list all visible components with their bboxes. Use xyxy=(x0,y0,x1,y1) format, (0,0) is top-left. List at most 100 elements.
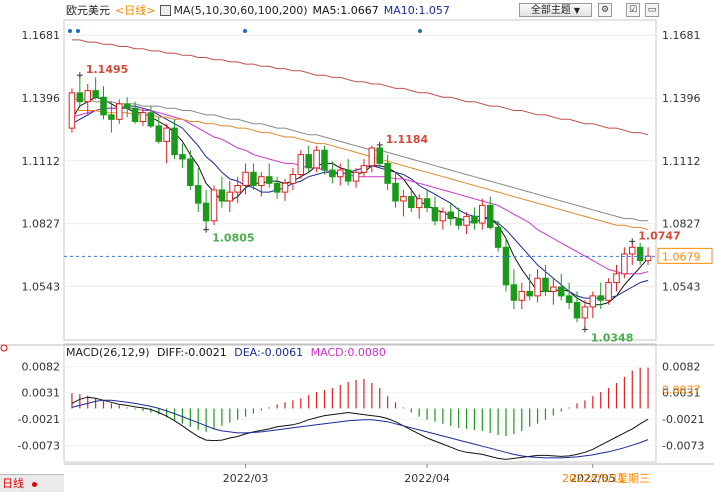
axes: 1.1681 1.1681 1.1396 1.1396 1.1112 1.1112 1.08… xyxy=(0,29,713,485)
time-label: 2022/05 xyxy=(570,472,616,485)
candle-body xyxy=(171,127,178,156)
candle xyxy=(613,264,620,292)
candle xyxy=(581,300,589,330)
candle xyxy=(242,163,249,195)
price-panel-frame xyxy=(63,19,657,341)
candle-body xyxy=(147,112,155,127)
candle-body xyxy=(557,286,565,297)
candle-body xyxy=(597,295,604,301)
candle-body xyxy=(455,218,462,226)
ma-indicator-icon[interactable] xyxy=(160,4,172,16)
candle-body xyxy=(305,154,312,169)
period-tab-label: 日线 xyxy=(2,477,24,490)
candle-body xyxy=(344,169,352,182)
candle xyxy=(360,159,368,177)
macd-tick-left: -0.0073 xyxy=(18,440,60,453)
candle-body xyxy=(400,196,407,202)
macd-tick-right: 0.0031 xyxy=(662,387,701,400)
candle xyxy=(573,291,581,323)
candle xyxy=(629,241,636,265)
settings-icon[interactable]: ⚙ xyxy=(598,3,612,17)
event-marker-icon xyxy=(68,29,72,33)
macd-header: MACD(26,12,9) DIFF:-0.0021 DEA:-0.0061 M… xyxy=(66,346,390,359)
candle-body xyxy=(226,191,234,202)
extreme-label-low2: 1.0348 xyxy=(591,331,633,344)
macd-tick-left: -0.0021 xyxy=(18,413,60,426)
cursor-date: 2022/05/11 xyxy=(562,472,625,485)
candle xyxy=(565,282,573,310)
candle xyxy=(171,119,178,160)
ma-line-ma60 xyxy=(71,98,649,222)
candle-body xyxy=(123,103,131,109)
price-tick-right: 1.0827 xyxy=(662,218,701,231)
macd-current-value: 0.0037 xyxy=(662,384,701,397)
candle xyxy=(250,163,257,190)
extreme-label-high3: 1.0747 xyxy=(638,229,680,242)
event-marker-icon xyxy=(243,29,247,33)
macd-panel-frame xyxy=(63,343,657,463)
candle xyxy=(68,88,76,133)
event-marker-icon xyxy=(418,29,422,33)
candle-body xyxy=(621,253,628,275)
candle-body xyxy=(281,182,289,193)
candle-body xyxy=(234,185,241,193)
candle-body xyxy=(84,90,91,103)
candle-body xyxy=(471,215,478,224)
candle xyxy=(108,101,115,133)
candle xyxy=(471,207,478,230)
candle xyxy=(431,196,439,226)
candle xyxy=(392,172,399,208)
candle xyxy=(131,101,139,124)
candle-body xyxy=(629,246,636,255)
candle-body xyxy=(360,165,368,173)
period-tab[interactable]: 日线 xyxy=(0,474,64,492)
candle xyxy=(297,150,305,179)
candle xyxy=(163,123,170,164)
time-label: 2022/04 xyxy=(404,472,450,485)
price-tick-left: 1.1681 xyxy=(22,29,61,42)
current-price-label: 1.0679 xyxy=(662,250,701,263)
candle xyxy=(210,185,218,226)
candle-body xyxy=(526,290,533,297)
candle-body xyxy=(337,169,344,178)
candle xyxy=(273,176,281,199)
candle-body xyxy=(218,189,226,202)
candle-body xyxy=(210,189,218,222)
candle xyxy=(439,207,447,230)
ma-params[interactable]: MA(5,10,30,60,100,200) xyxy=(173,3,308,17)
candle-body xyxy=(589,295,597,308)
candle-body xyxy=(163,127,170,142)
candle xyxy=(344,159,352,186)
candle xyxy=(92,77,99,100)
checkbox-icon[interactable]: ☑ xyxy=(626,3,640,17)
macd-params: MACD(26,12,9) xyxy=(66,346,150,359)
candle-body xyxy=(76,92,84,103)
candle xyxy=(534,269,541,303)
candle xyxy=(605,278,612,305)
macd-tick-right: 0.0082 xyxy=(662,361,701,374)
candle xyxy=(305,145,312,173)
period-link[interactable]: <日线> xyxy=(115,4,156,17)
candle-body xyxy=(486,204,494,228)
candles xyxy=(68,75,652,330)
candle xyxy=(100,86,107,120)
candle-body xyxy=(534,277,541,297)
theme-dropdown[interactable]: 全部主题 ▼ xyxy=(519,3,592,17)
candle xyxy=(147,106,155,129)
candle-body xyxy=(581,306,589,319)
candle-body xyxy=(242,171,249,187)
candle-body xyxy=(439,211,447,222)
candle-body xyxy=(573,301,581,319)
event-marker-icon xyxy=(76,29,80,33)
maximize-icon[interactable]: ▭ xyxy=(645,3,659,17)
candle xyxy=(281,178,289,201)
candle xyxy=(384,154,391,190)
price-tick-left: 1.0543 xyxy=(22,280,61,293)
ma5-value: MA5:1.0667 xyxy=(312,3,379,17)
candle xyxy=(486,196,494,230)
candle xyxy=(84,84,91,115)
candle-body xyxy=(68,92,76,129)
candle-body xyxy=(313,149,320,169)
moving-averages xyxy=(71,39,649,306)
